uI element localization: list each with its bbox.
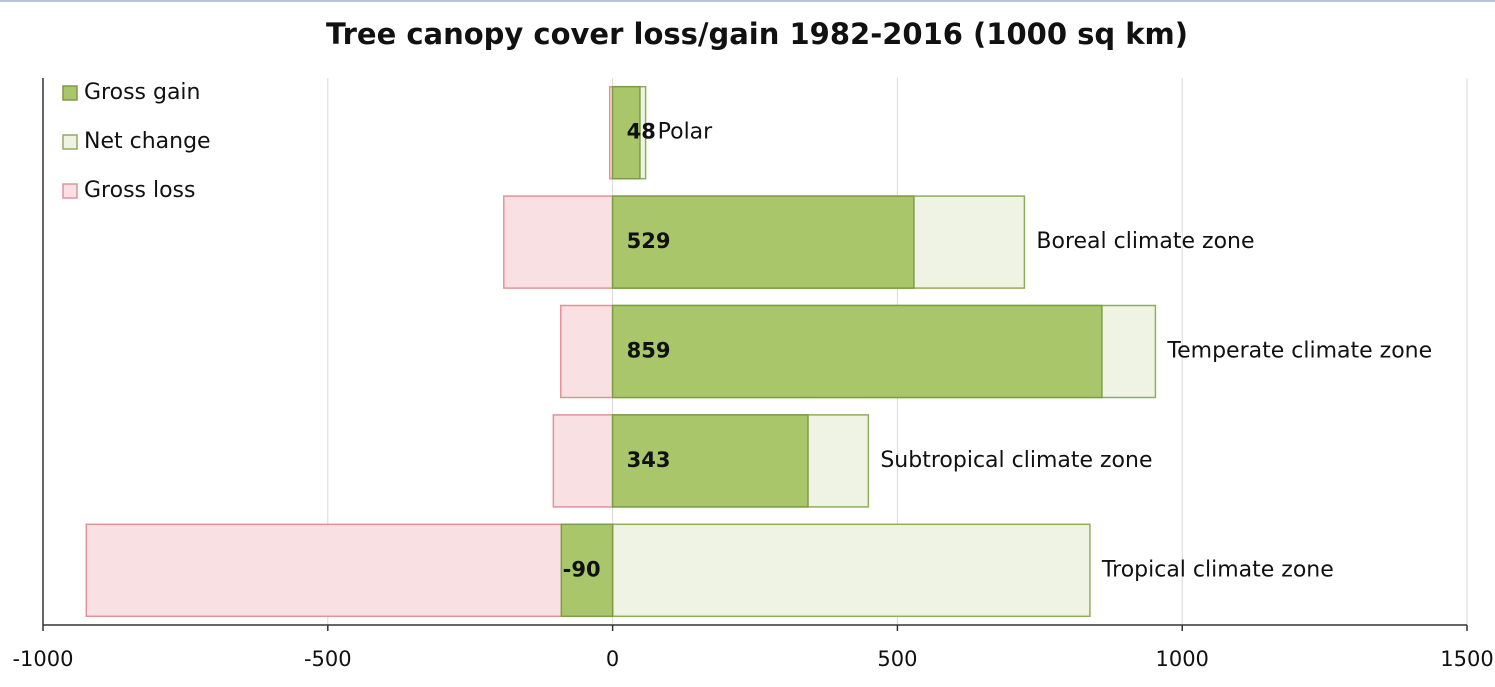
bar [503, 195, 614, 289]
x-tick-label: 500 [877, 647, 917, 671]
bar [560, 523, 614, 618]
data-label: -90 [563, 557, 601, 581]
category-label: Tropical climate zone [1101, 557, 1334, 582]
category-label: Polar [658, 120, 714, 145]
data-label: 859 [627, 339, 671, 363]
data-label: 343 [627, 448, 671, 472]
bar [611, 414, 809, 508]
bar [611, 304, 1103, 399]
legend-swatch [62, 85, 78, 101]
x-tick-label: 0 [606, 647, 619, 671]
legend-label: Gross loss [84, 178, 195, 203]
legend-swatch [62, 134, 78, 150]
data-label: 48 [627, 120, 656, 144]
bar [611, 85, 641, 180]
x-tick-label: 1500 [1440, 647, 1493, 671]
category-label: Boreal climate zone [1036, 229, 1254, 254]
bar [85, 523, 614, 618]
data-label: 529 [627, 229, 671, 253]
bar [611, 195, 915, 289]
bar [611, 523, 1091, 618]
chart-title: Tree canopy cover loss/gain 1982-2016 (1… [326, 17, 1188, 51]
legend-swatch [62, 183, 78, 199]
bar [560, 304, 614, 399]
x-tick-label: -500 [304, 647, 352, 671]
x-tick-label: 1000 [1155, 647, 1208, 671]
bar [552, 414, 614, 508]
x-tick-label: -1000 [12, 647, 73, 671]
category-label: Subtropical climate zone [880, 448, 1152, 473]
legend-label: Gross gain [84, 80, 201, 105]
legend-label: Net change [84, 129, 211, 154]
category-label: Temperate climate zone [1166, 339, 1432, 364]
